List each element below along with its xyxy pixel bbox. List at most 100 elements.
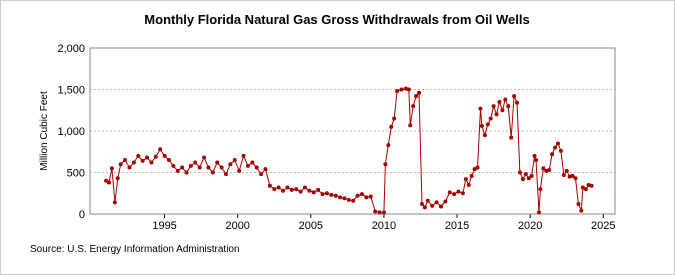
data-point (408, 123, 413, 128)
x-tick-label: 1995 (152, 220, 176, 232)
data-point (538, 187, 543, 192)
data-point (118, 162, 123, 167)
data-point (529, 173, 534, 178)
data-point (107, 180, 112, 185)
data-point (381, 210, 386, 215)
data-point (294, 187, 299, 192)
data-point (517, 170, 522, 175)
data-point (276, 185, 281, 190)
data-point (351, 198, 356, 203)
x-tick-label: 2000 (225, 220, 249, 232)
data-point (171, 163, 176, 168)
data-point (485, 122, 490, 127)
data-point (346, 197, 351, 202)
data-point (466, 182, 471, 187)
data-point (558, 148, 563, 153)
y-tick-label: 0 (79, 209, 85, 221)
data-point (406, 87, 411, 92)
data-point (338, 195, 343, 200)
data-point (342, 196, 347, 201)
data-point (430, 203, 435, 208)
data-point (475, 165, 480, 170)
data-point (452, 192, 457, 197)
data-point (494, 112, 499, 117)
data-point (392, 116, 397, 121)
data-point (472, 167, 477, 172)
data-point (526, 176, 531, 181)
data-point (267, 183, 272, 188)
data-point (373, 209, 378, 214)
data-point (469, 173, 474, 178)
data-point (202, 155, 207, 160)
data-point (368, 194, 373, 199)
data-point (411, 104, 416, 109)
source: Source: U.S. Energy Information Administ… (30, 244, 240, 255)
chart-title: Monthly Florida Natural Gas Gross Withdr… (144, 12, 529, 27)
data-point (553, 145, 558, 150)
data-point (307, 188, 312, 193)
data-point (263, 167, 268, 172)
data-point (289, 187, 294, 192)
data-point (503, 97, 508, 102)
data-point (333, 193, 338, 198)
data-point (285, 185, 290, 190)
data-point (576, 202, 581, 207)
data-point (158, 147, 163, 152)
data-point (512, 94, 517, 99)
data-point (224, 172, 229, 177)
data-point (460, 191, 465, 196)
data-point (414, 94, 419, 99)
data-point (456, 189, 461, 194)
data-point (210, 170, 215, 175)
data-point (250, 160, 255, 165)
data-point (228, 162, 233, 167)
data-point (316, 187, 321, 192)
data-point (482, 133, 487, 138)
data-point (520, 177, 525, 182)
data-point (115, 176, 120, 181)
x-tick-label: 2025 (591, 220, 615, 232)
data-point (541, 166, 546, 171)
y-tick-label: 2,000 (57, 43, 85, 55)
data-point (386, 143, 391, 148)
data-point (104, 178, 109, 183)
data-point (162, 153, 167, 158)
data-point (232, 158, 237, 163)
data-point (488, 116, 493, 121)
data-point (523, 172, 528, 177)
data-point (355, 193, 360, 198)
data-point (500, 108, 505, 113)
data-point (443, 199, 448, 204)
data-point (579, 208, 584, 213)
data-point (311, 190, 316, 195)
data-point (447, 190, 452, 195)
data-point (583, 187, 588, 192)
data-point (509, 135, 514, 140)
data-point (364, 195, 369, 200)
data-point (570, 173, 575, 178)
x-tick-label: 2010 (372, 220, 396, 232)
data-point (479, 124, 484, 129)
data-point (550, 152, 555, 157)
data-point (564, 168, 569, 173)
data-point (206, 165, 211, 170)
data-point (180, 165, 185, 170)
data-point (149, 160, 154, 165)
data-point (215, 160, 220, 165)
data-point (272, 187, 277, 192)
y-tick-label: 1,000 (57, 126, 85, 138)
data-point (259, 172, 264, 177)
data-point (360, 192, 365, 197)
x-tick-label: 2020 (518, 220, 542, 232)
data-point (589, 183, 594, 188)
data-point (422, 205, 427, 210)
plot-area: 0 500 1,000 1,500 2,000 1995 2000 2005 2010 2015 2… (57, 43, 615, 232)
x-tick-label: 2015 (445, 220, 469, 232)
data-point (145, 155, 150, 160)
data-point (140, 158, 145, 163)
data-point (123, 158, 128, 163)
data-point (241, 153, 246, 158)
data-point (383, 162, 388, 167)
